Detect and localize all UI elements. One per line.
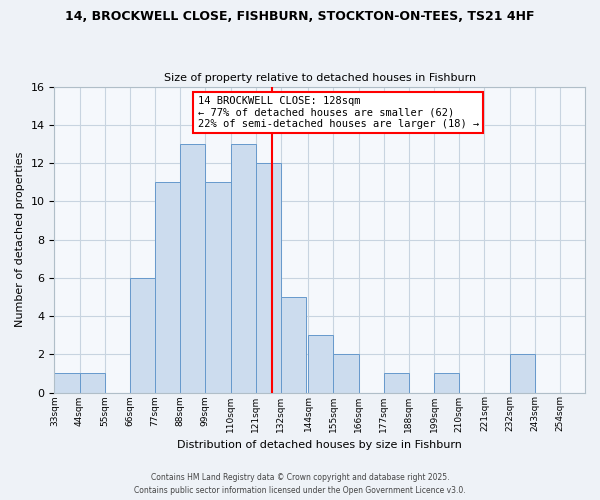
Bar xyxy=(256,163,281,392)
Bar xyxy=(509,354,535,393)
Text: 14, BROCKWELL CLOSE, FISHBURN, STOCKTON-ON-TEES, TS21 4HF: 14, BROCKWELL CLOSE, FISHBURN, STOCKTON-… xyxy=(65,10,535,23)
Bar xyxy=(155,182,180,392)
Bar xyxy=(55,374,80,392)
Text: Contains HM Land Registry data © Crown copyright and database right 2025.
Contai: Contains HM Land Registry data © Crown c… xyxy=(134,474,466,495)
Bar xyxy=(80,374,105,392)
Bar xyxy=(205,182,230,392)
Bar xyxy=(281,297,306,392)
Title: Size of property relative to detached houses in Fishburn: Size of property relative to detached ho… xyxy=(164,73,476,83)
Text: 14 BROCKWELL CLOSE: 128sqm
← 77% of detached houses are smaller (62)
22% of semi: 14 BROCKWELL CLOSE: 128sqm ← 77% of deta… xyxy=(197,96,479,129)
Bar xyxy=(180,144,205,392)
Bar xyxy=(334,354,359,393)
Bar xyxy=(230,144,256,392)
Bar xyxy=(308,335,334,392)
X-axis label: Distribution of detached houses by size in Fishburn: Distribution of detached houses by size … xyxy=(177,440,462,450)
Bar xyxy=(434,374,459,392)
Y-axis label: Number of detached properties: Number of detached properties xyxy=(15,152,25,327)
Bar xyxy=(384,374,409,392)
Bar xyxy=(130,278,155,392)
